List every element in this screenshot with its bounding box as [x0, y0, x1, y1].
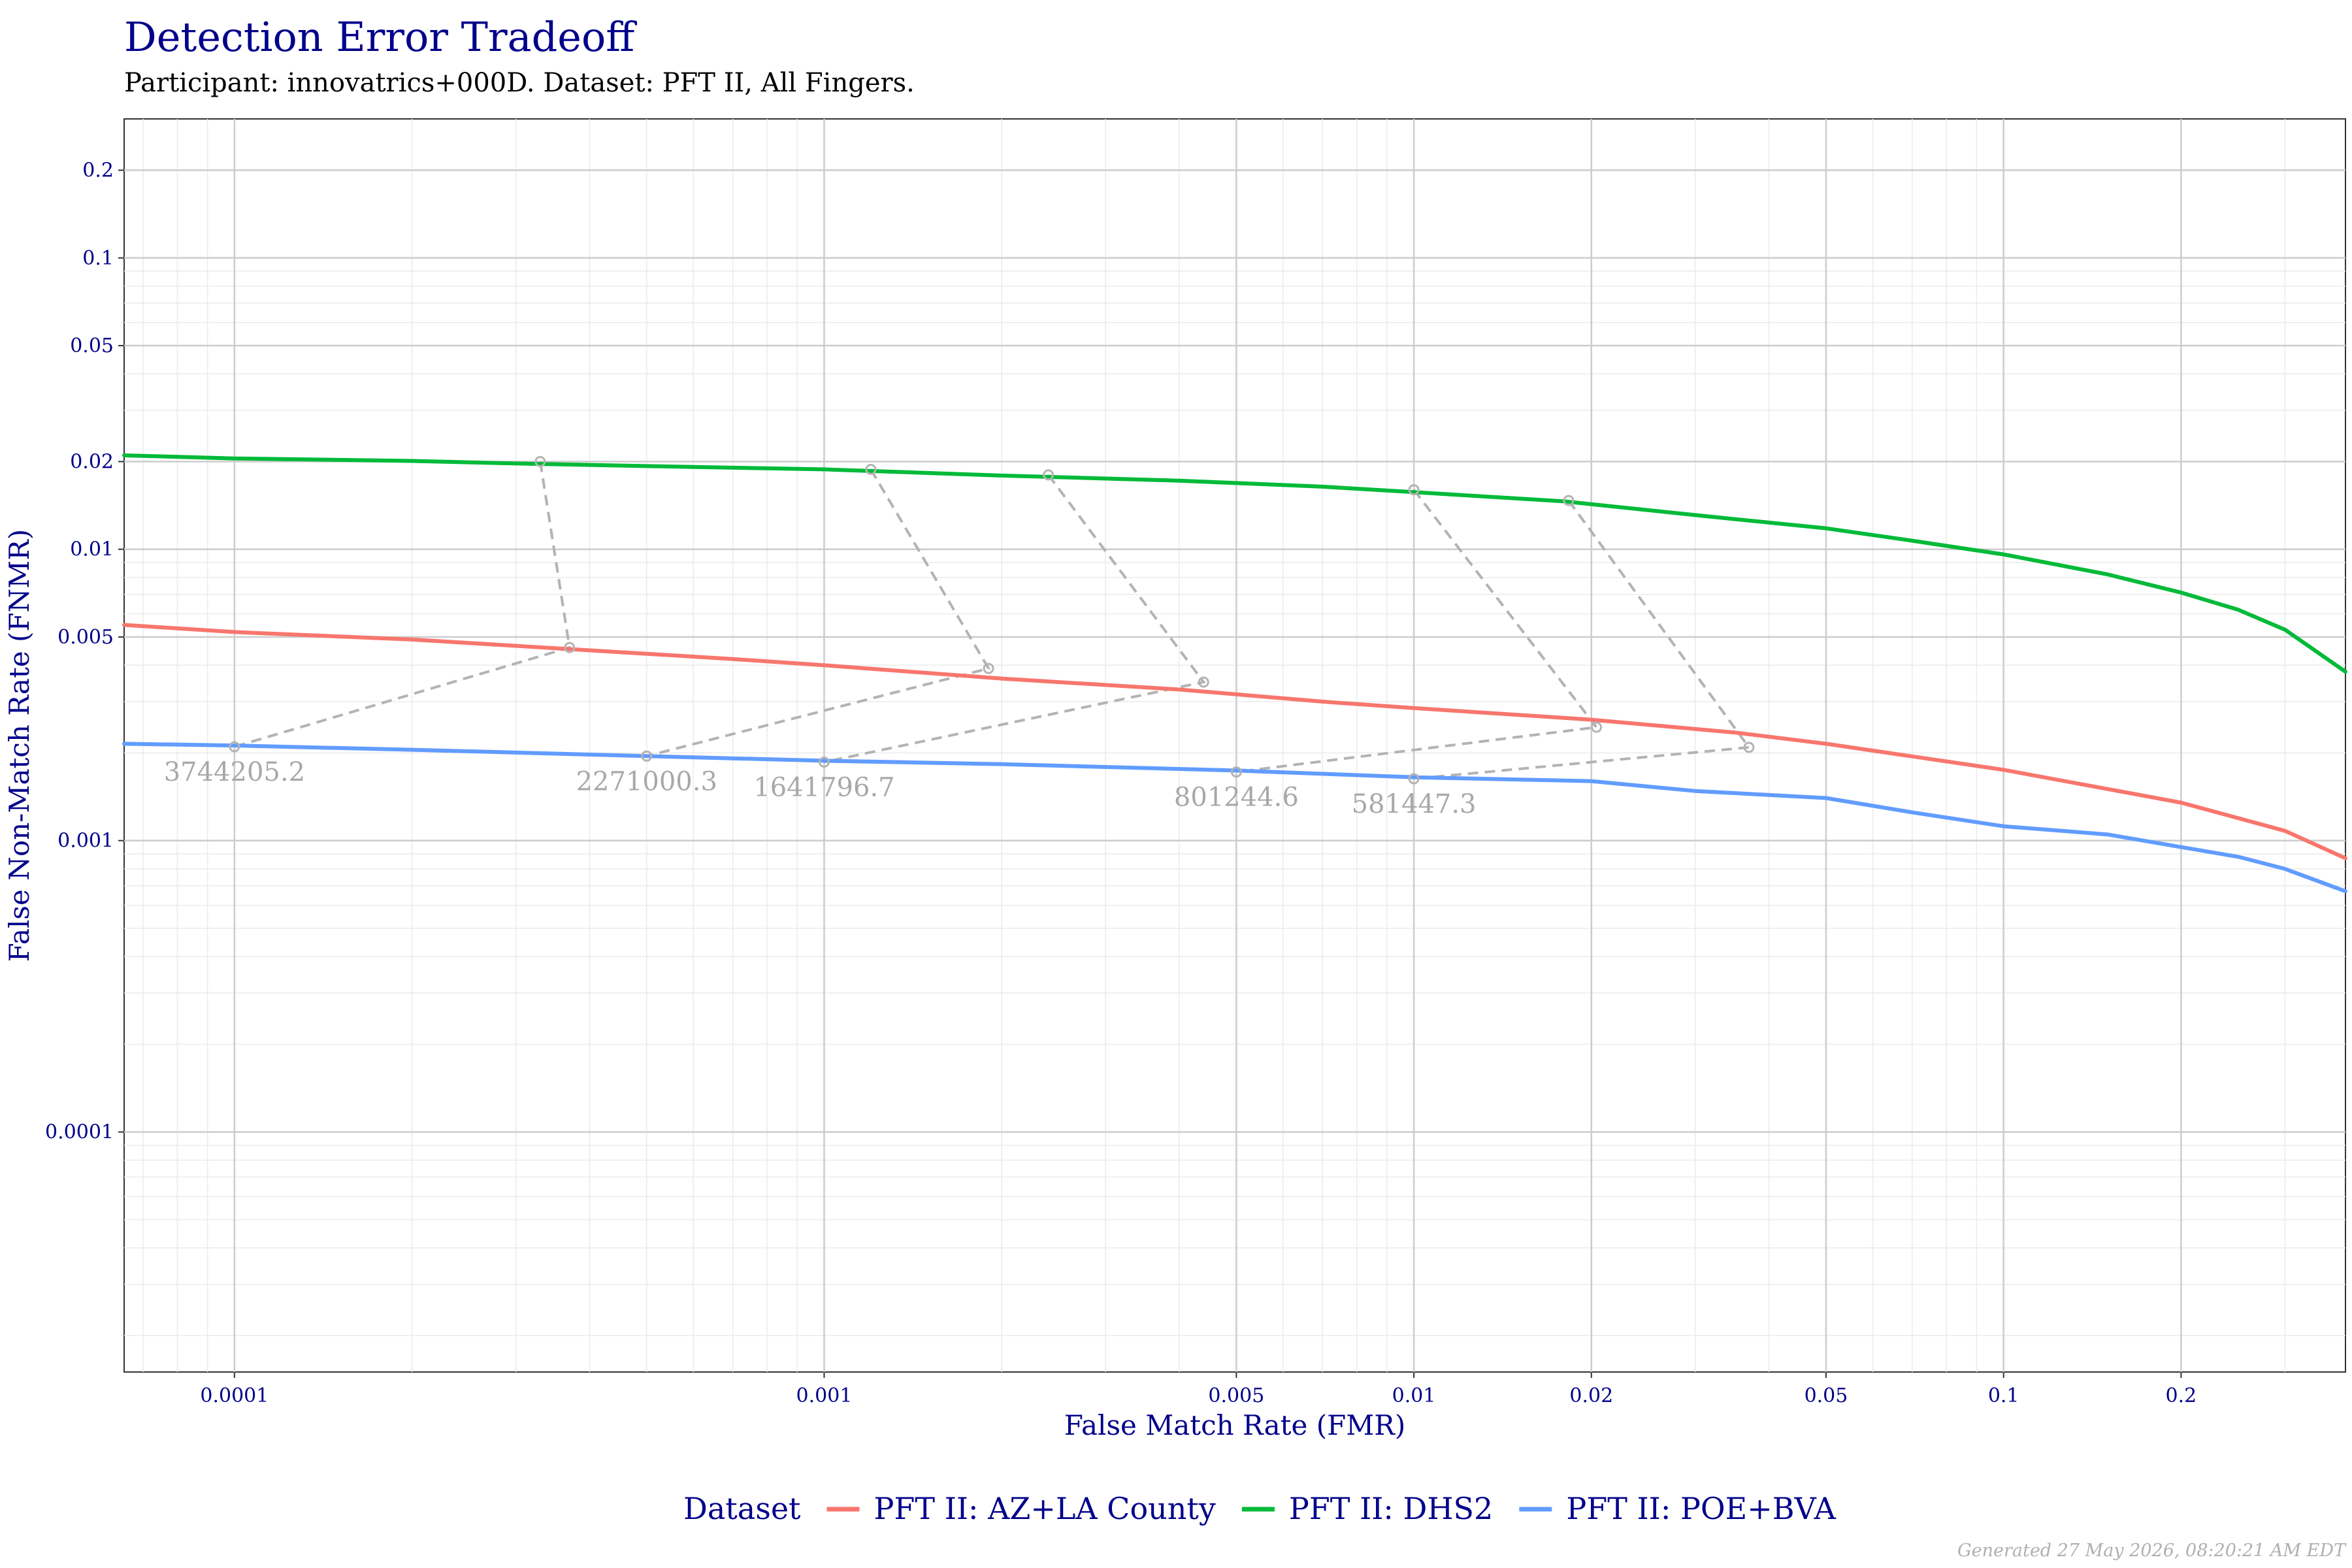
- x-tick-label: 0.01: [1392, 1384, 1436, 1407]
- legend: Dataset PFT II: AZ+LA County PFT II: DHS2…: [683, 1491, 1837, 1526]
- series-line-2: [122, 453, 2347, 674]
- threshold-link-5: [1413, 499, 1752, 780]
- threshold-marker: [1743, 742, 1755, 753]
- threshold-marker: [865, 463, 877, 475]
- x-tick-label: 0.0001: [200, 1384, 269, 1407]
- series-lines: [122, 453, 2347, 894]
- y-tick-label: 0.2: [82, 159, 114, 182]
- x-tick-label: 0.2: [2166, 1384, 2197, 1407]
- threshold-marker: [641, 750, 653, 762]
- threshold-label-5: 581447.3: [1352, 789, 1477, 819]
- x-tick-label: 0.02: [1569, 1384, 1613, 1407]
- chart-title: Detection Error Tradeoff: [124, 13, 637, 61]
- threshold-label-4: 801244.6: [1174, 783, 1299, 813]
- y-axis-ticks: 0.2 0.1 0.05 0.02 0.01 0.005 0.001 0.0001: [45, 159, 124, 1144]
- y-tick-label: 0.0001: [45, 1121, 114, 1144]
- legend-label-1: PFT II: AZ+LA County: [874, 1491, 1216, 1526]
- y-tick-label: 0.1: [82, 247, 114, 270]
- y-tick-label: 0.02: [70, 450, 114, 473]
- threshold-marker: [1408, 484, 1420, 496]
- plot-panel: [123, 118, 2346, 1373]
- series-line-1: [122, 623, 2347, 860]
- threshold-link-3: [824, 474, 1206, 764]
- y-tick-label: 0.05: [70, 335, 114, 357]
- x-tick-label: 0.001: [796, 1384, 853, 1407]
- threshold-link-2: [646, 468, 991, 758]
- threshold-marker: [1591, 721, 1603, 733]
- threshold-marker: [1563, 495, 1575, 506]
- y-tick-label: 0.01: [70, 538, 114, 561]
- threshold-marker: [1230, 766, 1242, 778]
- y-tick-label: 0.005: [57, 626, 114, 649]
- legend-label-2: PFT II: DHS2: [1289, 1491, 1493, 1526]
- threshold-marker: [1198, 676, 1209, 688]
- legend-title: Dataset: [683, 1491, 801, 1526]
- threshold-marker: [983, 662, 994, 674]
- y-axis-title: False Non-Match Rate (FNMR): [3, 529, 35, 962]
- x-axis-ticks: 0.0001 0.001 0.005 0.01 0.02 0.05 0.1 0.2: [200, 1372, 2197, 1407]
- generated-footer: Generated 27 May 2026, 08:20:21 AM EDT: [1957, 1541, 2347, 1561]
- x-tick-label: 0.1: [1988, 1384, 2019, 1407]
- threshold-label-1: 3744205.2: [164, 757, 305, 787]
- threshold-marker: [229, 741, 240, 753]
- threshold-marker: [564, 642, 576, 653]
- x-axis-title: False Match Rate (FMR): [1064, 1409, 1406, 1441]
- threshold-label-2: 2271000.3: [576, 766, 717, 796]
- y-tick-label: 0.001: [57, 830, 114, 853]
- x-tick-label: 0.05: [1805, 1384, 1848, 1407]
- chart-subtitle: Participant: innovatrics+000D. Dataset: …: [124, 68, 915, 98]
- threshold-marker: [1043, 469, 1054, 481]
- threshold-marker: [818, 756, 830, 768]
- threshold-marker: [534, 455, 546, 467]
- threshold-marker: [1408, 773, 1420, 785]
- threshold-labels: 3744205.2 2271000.3 1641796.7 801244.6 58144…: [164, 455, 1755, 819]
- grid: [124, 119, 2345, 1372]
- x-tick-label: 0.005: [1208, 1384, 1264, 1407]
- legend-label-3: PFT II: POE+BVA: [1566, 1491, 1836, 1526]
- threshold-label-3: 1641796.7: [753, 772, 894, 802]
- series-line-3: [122, 742, 2347, 894]
